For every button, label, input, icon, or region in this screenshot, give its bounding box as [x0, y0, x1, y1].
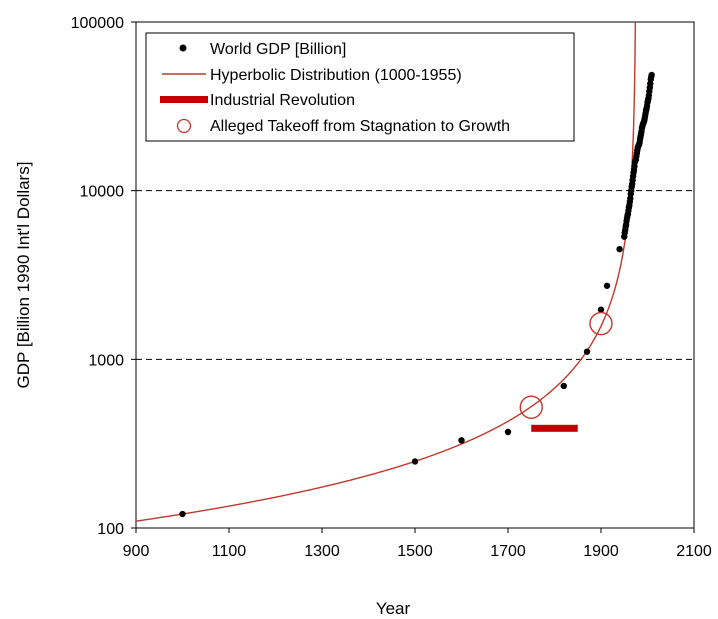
data-point [504, 428, 512, 436]
x-axis-title: Year [376, 599, 411, 618]
x-tick-label: 1500 [397, 543, 433, 560]
x-tick-label: 1900 [583, 543, 619, 560]
legend-marker-takeoff [176, 118, 192, 134]
legend-label-world-gdp: World GDP [Billion] [210, 41, 346, 58]
data-points-layer [179, 71, 655, 518]
legend: World GDP [Billion] Hyperbolic Distribut… [145, 32, 575, 142]
axes-layer: 900 1100 1300 1500 1700 1900 2100 100 1000 10000 1… [71, 15, 712, 560]
legend-label-takeoff: Alleged Takeoff from Stagnation to Growt… [210, 118, 510, 135]
y-axis-title: GDP [Billion 1990 Int'l Dollars] [14, 162, 33, 389]
x-tick-label: 1100 [212, 543, 247, 560]
legend-marker-world-gdp [179, 44, 187, 52]
data-point [603, 282, 611, 289]
legend-label-hyperbolic: Hyperbolic Distribution (1000-1955) [210, 67, 462, 84]
data-point [648, 71, 655, 79]
data-point [411, 458, 419, 465]
y-tick-label: 100 [97, 521, 124, 538]
x-tick-label: 1300 [304, 543, 340, 560]
data-point [616, 245, 623, 253]
y-tick-label: 10000 [80, 184, 125, 201]
legend-marker-industrial [160, 96, 208, 103]
x-tick-label: 2100 [676, 543, 712, 560]
hyperbolic-curve [135, 21, 637, 522]
markers-layer [519, 311, 613, 432]
legend-box [145, 32, 575, 142]
takeoff-circle [519, 395, 543, 419]
x-tick-label: 900 [123, 543, 150, 560]
y-tick-label: 1000 [88, 352, 124, 369]
data-point [560, 382, 567, 390]
y-tick-label: 100000 [71, 15, 124, 32]
x-tick-label: 1700 [490, 543, 526, 560]
takeoff-circle [589, 311, 613, 336]
gridlines [136, 190, 694, 360]
legend-label-industrial: Industrial Revolution [210, 92, 355, 109]
hyperbolic-curve-layer [135, 21, 637, 522]
data-point [583, 348, 591, 355]
data-point [597, 306, 605, 313]
data-point [179, 510, 186, 518]
industrial-revolution-bar [531, 424, 578, 432]
data-point [458, 437, 465, 444]
